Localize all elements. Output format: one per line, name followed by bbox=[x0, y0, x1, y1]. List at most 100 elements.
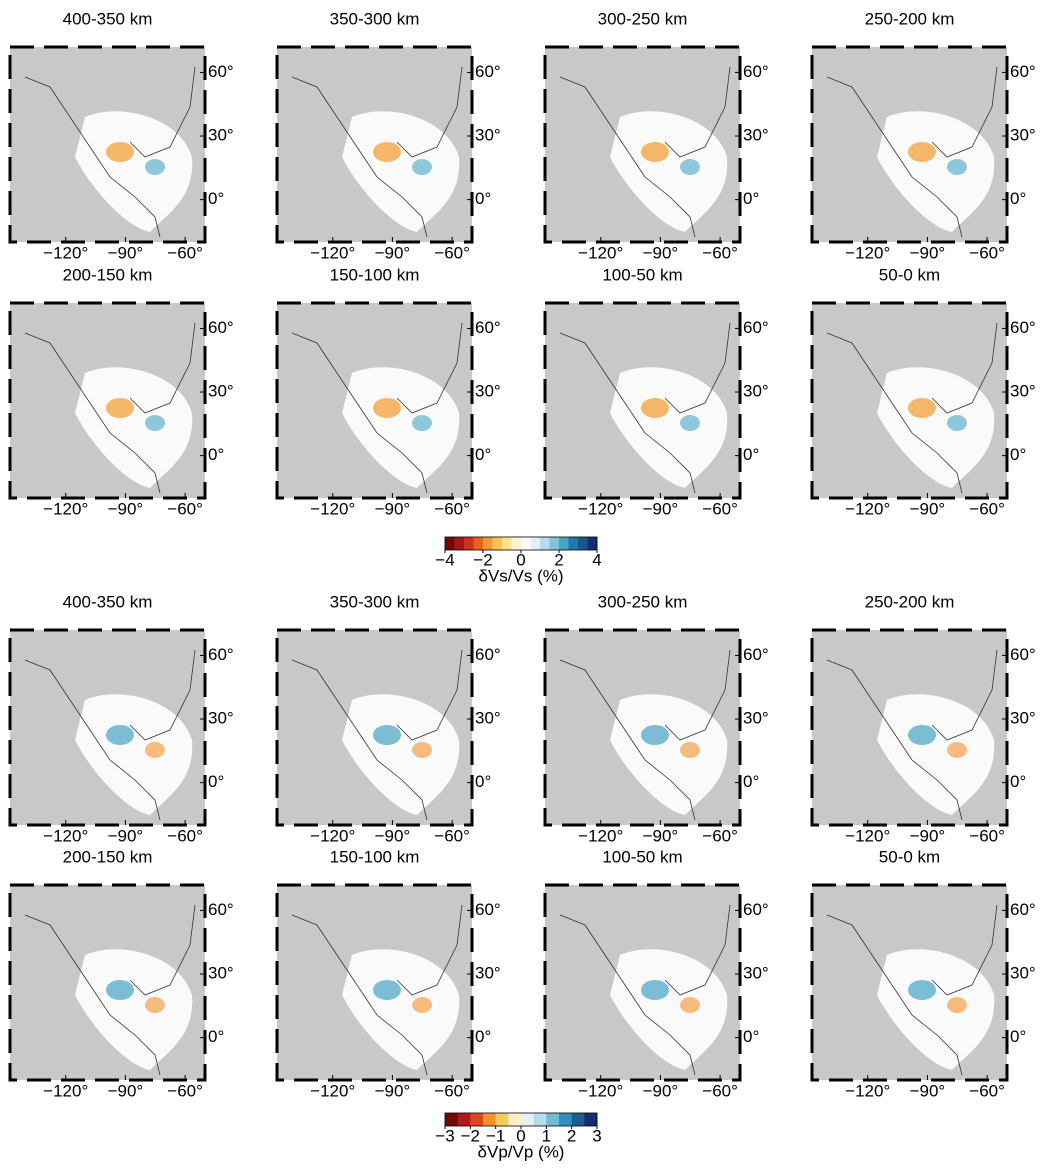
map-panel bbox=[810, 301, 1009, 500]
x-tick-label: −120° bbox=[310, 499, 355, 518]
x-tick-label: −120° bbox=[43, 243, 88, 262]
y-tick-label: 60° bbox=[743, 318, 769, 337]
x-tick-label: −60° bbox=[167, 499, 203, 518]
x-tick-label: −90° bbox=[375, 243, 411, 262]
colorbar-segment bbox=[495, 1113, 509, 1126]
panel-title: 300-250 km bbox=[598, 9, 688, 28]
y-tick-label: 60° bbox=[475, 62, 501, 81]
x-tick-label: −120° bbox=[578, 243, 623, 262]
anomaly bbox=[908, 725, 936, 745]
map-panel bbox=[275, 883, 474, 1082]
y-tick-label: 30° bbox=[743, 709, 769, 728]
y-tick-label: 0° bbox=[208, 772, 224, 791]
coastline bbox=[826, 322, 998, 494]
x-tick-label: −90° bbox=[910, 826, 946, 845]
anomaly bbox=[680, 997, 700, 1013]
anomaly bbox=[145, 415, 165, 431]
colorbar-segment bbox=[540, 537, 550, 550]
colorbar-segment bbox=[492, 537, 503, 550]
x-tick-label: −120° bbox=[310, 243, 355, 262]
x-tick-label: −90° bbox=[643, 826, 679, 845]
y-tick-label: 30° bbox=[1010, 382, 1036, 401]
y-tick-label: 0° bbox=[743, 1027, 759, 1046]
x-tick-label: −60° bbox=[969, 826, 1005, 845]
colorbar-segment bbox=[521, 537, 531, 550]
map-panel bbox=[810, 883, 1009, 1082]
y-tick-label: 30° bbox=[475, 964, 501, 983]
y-tick-label: 60° bbox=[1010, 900, 1036, 919]
anomaly bbox=[412, 415, 432, 431]
colorbar-segment bbox=[445, 537, 455, 550]
y-tick-label: 0° bbox=[743, 189, 759, 208]
x-tick-label: −60° bbox=[969, 499, 1005, 518]
y-tick-label: 0° bbox=[743, 445, 759, 464]
y-tick-label: 0° bbox=[475, 189, 491, 208]
coastline bbox=[24, 322, 196, 494]
colorbar-tick-label: 2 bbox=[554, 550, 563, 569]
colorbar-segment bbox=[464, 537, 474, 550]
model-region bbox=[877, 694, 995, 815]
anomaly bbox=[373, 980, 401, 1000]
anomaly bbox=[908, 980, 936, 1000]
map-frame bbox=[8, 628, 207, 827]
y-tick-label: 30° bbox=[1010, 964, 1036, 983]
y-tick-label: 60° bbox=[475, 318, 501, 337]
colorbar-tick-label: 3 bbox=[592, 1126, 601, 1145]
coastline bbox=[291, 66, 463, 238]
panel-title: 350-300 km bbox=[330, 592, 420, 611]
x-tick-label: −90° bbox=[375, 1081, 411, 1100]
y-tick-label: 0° bbox=[208, 189, 224, 208]
anomaly bbox=[106, 142, 134, 162]
model-region bbox=[877, 949, 995, 1070]
map-panel bbox=[543, 45, 742, 244]
anomaly bbox=[412, 159, 432, 175]
colorbar-tick-label: −1 bbox=[486, 1126, 505, 1145]
anomaly bbox=[412, 742, 432, 758]
x-tick-label: −60° bbox=[434, 826, 470, 845]
map-frame bbox=[543, 628, 742, 827]
x-tick-label: −90° bbox=[643, 499, 679, 518]
coastline bbox=[291, 904, 463, 1076]
panel-title: 200-150 km bbox=[63, 265, 153, 284]
x-tick-label: −60° bbox=[969, 1081, 1005, 1100]
colorbar-segment bbox=[584, 1113, 598, 1126]
x-tick-label: −60° bbox=[702, 243, 738, 262]
map-frame bbox=[810, 45, 1009, 244]
y-tick-label: 0° bbox=[1010, 772, 1026, 791]
map-panel bbox=[275, 45, 474, 244]
panel-title: 400-350 km bbox=[63, 9, 153, 28]
anomaly bbox=[680, 415, 700, 431]
y-tick-label: 60° bbox=[1010, 645, 1036, 664]
y-tick-label: 30° bbox=[1010, 709, 1036, 728]
x-tick-label: −60° bbox=[434, 243, 470, 262]
panel-title: 150-100 km bbox=[330, 847, 420, 866]
anomaly bbox=[947, 997, 967, 1013]
anomaly bbox=[373, 142, 401, 162]
map-frame bbox=[543, 45, 742, 244]
y-tick-label: 0° bbox=[475, 445, 491, 464]
x-tick-label: −120° bbox=[845, 499, 890, 518]
anomaly bbox=[106, 725, 134, 745]
y-tick-label: 0° bbox=[475, 772, 491, 791]
colorbar-segment bbox=[549, 537, 560, 550]
map-frame bbox=[8, 883, 207, 1082]
y-tick-label: 0° bbox=[208, 1027, 224, 1046]
map-frame bbox=[275, 45, 474, 244]
map-panel bbox=[8, 45, 207, 244]
map-frame bbox=[8, 301, 207, 500]
colorbar-label: δVs/Vs (%) bbox=[478, 566, 563, 585]
y-tick-label: 0° bbox=[1010, 1027, 1026, 1046]
y-tick-label: 60° bbox=[208, 645, 234, 664]
y-tick-label: 30° bbox=[743, 126, 769, 145]
y-tick-label: 60° bbox=[208, 318, 234, 337]
y-tick-label: 30° bbox=[475, 709, 501, 728]
map-panel bbox=[543, 301, 742, 500]
x-tick-label: −90° bbox=[643, 243, 679, 262]
map-panel bbox=[8, 301, 207, 500]
panel-title: 150-100 km bbox=[330, 265, 420, 284]
map-panel bbox=[543, 628, 742, 827]
x-tick-label: −60° bbox=[702, 826, 738, 845]
coastline bbox=[291, 649, 463, 821]
anomaly bbox=[947, 742, 967, 758]
x-tick-label: −120° bbox=[43, 826, 88, 845]
